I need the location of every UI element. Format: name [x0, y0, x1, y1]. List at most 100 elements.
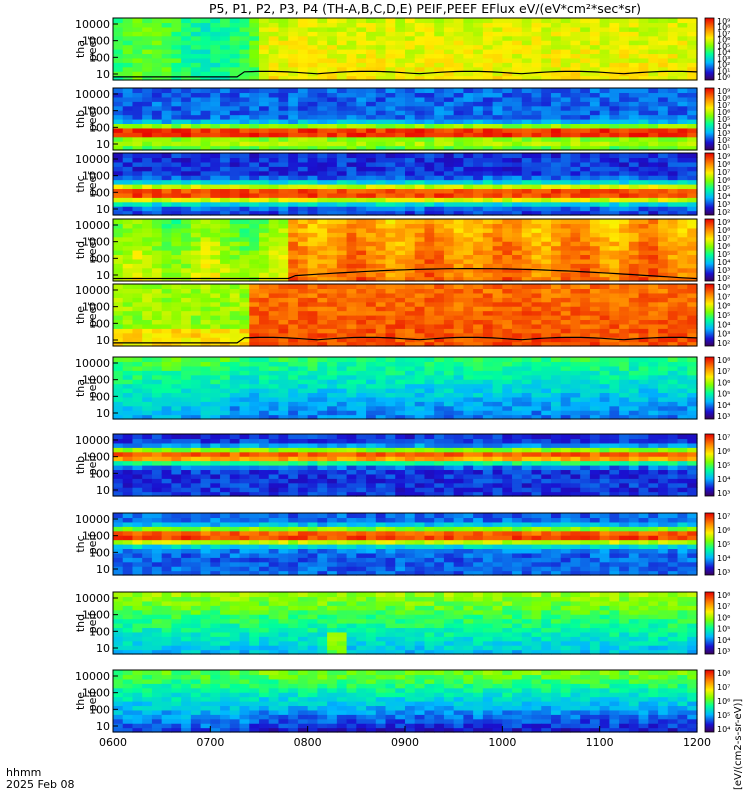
heatmap-cell — [113, 57, 124, 63]
heatmap-cell — [356, 88, 367, 94]
heatmap-cell — [190, 319, 202, 325]
heatmap-cell — [181, 145, 192, 151]
heatmap-cell — [317, 392, 328, 398]
heatmap-cell — [346, 341, 357, 347]
heatmap-cell — [307, 88, 318, 94]
heatmap-cell — [122, 250, 134, 256]
heatmap-cell — [463, 357, 474, 363]
heatmap-cell — [346, 379, 357, 385]
heatmap-cell — [395, 405, 406, 411]
heatmap-cell — [113, 96, 124, 102]
heatmap-cell — [531, 370, 542, 376]
heatmap-cell — [599, 301, 610, 307]
heatmap-cell — [687, 66, 698, 72]
heatmap-cell — [297, 357, 309, 363]
heatmap-cell — [288, 201, 299, 207]
heatmap-cell — [434, 22, 445, 28]
heatmap-cell — [434, 370, 445, 376]
heatmap-cell — [658, 136, 669, 142]
heatmap-cell — [161, 49, 172, 55]
heatmap-cell — [609, 267, 620, 273]
heatmap-cell — [473, 223, 484, 229]
heatmap-cell — [551, 392, 562, 398]
heatmap-cell — [288, 96, 299, 102]
heatmap-cell — [151, 401, 163, 407]
heatmap-cell — [268, 272, 280, 278]
heatmap-cell — [463, 53, 474, 59]
heatmap-cell — [463, 315, 474, 321]
heatmap-cell — [677, 219, 688, 225]
heatmap-cell — [687, 31, 698, 37]
heatmap-cell — [521, 250, 533, 256]
heatmap-cell — [259, 301, 270, 307]
heatmap-cell — [151, 35, 163, 41]
heatmap-cell — [239, 157, 250, 163]
heatmap-cell — [521, 49, 533, 55]
heatmap-cell — [405, 410, 416, 416]
heatmap-cell — [492, 210, 503, 216]
heatmap-cell — [297, 123, 309, 129]
heatmap-cell — [609, 101, 620, 107]
heatmap-cell — [161, 35, 172, 41]
heatmap-cell — [268, 323, 280, 329]
heatmap-cell — [414, 62, 426, 68]
heatmap-cell — [638, 179, 649, 185]
heatmap-cell — [424, 361, 435, 367]
heatmap-cell — [560, 310, 572, 316]
heatmap-cell — [200, 114, 211, 120]
heatmap-cell — [658, 184, 669, 190]
heatmap-cell — [424, 323, 435, 329]
heatmap-cell — [132, 361, 143, 367]
heatmap-cell — [609, 232, 620, 238]
heatmap-cell — [190, 114, 202, 120]
heatmap-cell — [648, 40, 659, 46]
heatmap-cell — [395, 88, 406, 94]
heatmap-cell — [580, 114, 591, 120]
heatmap-cell — [142, 96, 153, 102]
heatmap-cell — [122, 66, 134, 72]
heatmap-cell — [132, 201, 143, 207]
heatmap-cell — [297, 75, 309, 81]
heatmap-cell — [541, 26, 552, 32]
heatmap-cell — [239, 206, 250, 212]
heatmap-cell — [122, 288, 134, 294]
panel-heatmap — [113, 357, 698, 420]
heatmap-cell — [453, 136, 464, 142]
heatmap-cell — [648, 161, 659, 167]
heatmap-cell — [200, 379, 211, 385]
heatmap-cell — [190, 119, 202, 125]
heatmap-cell — [677, 292, 688, 298]
heatmap-cell — [589, 254, 601, 260]
heatmap-cell — [521, 170, 533, 176]
heatmap-cell — [385, 71, 396, 77]
heatmap-cell — [288, 105, 299, 111]
heatmap-cell — [249, 188, 260, 194]
heatmap-cell — [346, 114, 357, 120]
heatmap-cell — [512, 341, 523, 347]
heatmap-cell — [385, 288, 396, 294]
heatmap-cell — [200, 132, 211, 138]
heatmap-cell — [521, 166, 533, 172]
heatmap-cell — [560, 119, 572, 125]
heatmap-cell — [385, 227, 396, 233]
heatmap-cell — [443, 127, 455, 133]
heatmap-cell — [190, 410, 202, 416]
heatmap-cell — [181, 35, 192, 41]
heatmap-cell — [395, 301, 406, 307]
heatmap-cell — [249, 361, 260, 367]
heatmap-cell — [142, 88, 153, 94]
heatmap-cell — [229, 145, 241, 151]
heatmap-cell — [317, 263, 328, 269]
heatmap-cell — [151, 192, 163, 198]
heatmap-cell — [171, 114, 182, 120]
heatmap-cell — [229, 250, 241, 256]
heatmap-cell — [638, 184, 649, 190]
heatmap-cell — [278, 374, 289, 380]
heatmap-cell — [492, 341, 503, 347]
heatmap-cell — [200, 223, 211, 229]
heatmap-cell — [658, 241, 669, 247]
heatmap-cell — [151, 201, 163, 207]
heatmap-cell — [551, 71, 562, 77]
heatmap-cell — [443, 197, 455, 203]
heatmap-cell — [346, 192, 357, 198]
